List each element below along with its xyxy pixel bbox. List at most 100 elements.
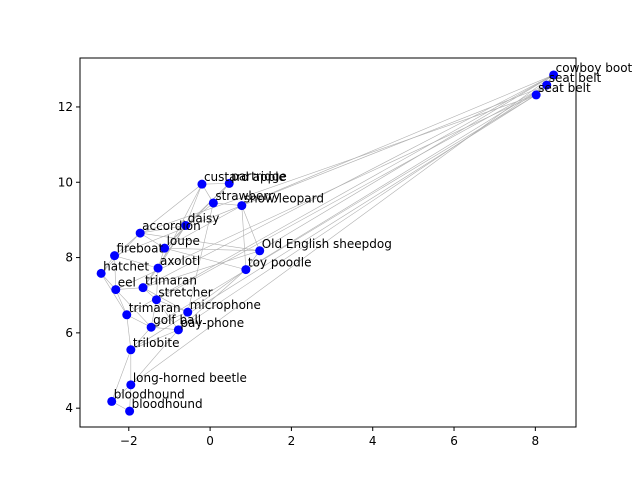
data-point <box>173 325 183 335</box>
data-point <box>160 243 170 253</box>
data-point <box>135 228 145 238</box>
y-tick-label: 6 <box>65 326 73 340</box>
point-label: eel <box>118 276 136 290</box>
data-point <box>153 263 163 273</box>
point-label: custard apple <box>204 170 286 184</box>
edge-line <box>150 299 157 328</box>
edge-line <box>115 289 152 328</box>
edges-layer <box>100 74 554 412</box>
edge-line <box>139 183 203 234</box>
y-tick-label: 12 <box>58 100 73 114</box>
data-point <box>125 406 135 416</box>
data-point <box>531 90 541 100</box>
edge-line <box>151 311 188 328</box>
point-label: long-horned beetle <box>133 371 247 385</box>
point-label: stretcher <box>158 286 212 300</box>
edge-line <box>185 184 203 226</box>
edge-line <box>164 247 260 252</box>
point-label: trimaran <box>145 274 197 288</box>
edge-line <box>164 225 186 249</box>
data-point <box>126 380 136 390</box>
edge-line <box>142 74 554 288</box>
y-tick-label: 10 <box>58 175 73 189</box>
edge-line <box>156 299 188 313</box>
data-point <box>151 295 161 305</box>
edge-line <box>259 74 554 252</box>
point-label: hatchet <box>103 259 149 273</box>
edge-line <box>178 269 247 331</box>
point-label: fireboat <box>117 242 164 256</box>
edge-line <box>114 255 117 290</box>
data-point <box>237 201 247 211</box>
point-label: pay-phone <box>180 316 244 330</box>
edge-line <box>115 94 537 290</box>
edge-line <box>164 247 246 270</box>
edge-line <box>130 327 152 351</box>
edge-line <box>245 84 547 270</box>
point-label: bloodhound <box>114 387 185 401</box>
x-tick-label: 4 <box>369 434 377 448</box>
point-label: axolotl <box>160 254 200 268</box>
edge-line <box>115 289 128 315</box>
edge-line <box>126 314 132 350</box>
points-layer <box>96 70 559 416</box>
data-point <box>549 70 559 80</box>
data-point <box>208 198 218 208</box>
point-label: loupe <box>167 234 200 248</box>
edge-line <box>130 94 537 351</box>
edge-line <box>140 94 537 234</box>
edge-line <box>164 183 230 249</box>
y-axis-ticks: 4 6 8 10 12 <box>58 100 80 415</box>
x-tick-label: 2 <box>288 434 296 448</box>
edge-line <box>187 269 247 313</box>
edge-line <box>126 74 554 316</box>
edge-line <box>201 183 230 185</box>
data-point <box>107 396 117 406</box>
edge-line <box>111 349 132 402</box>
plot-frame <box>79 57 577 428</box>
point-label: strawberry <box>215 189 280 203</box>
edge-line <box>156 299 179 331</box>
point-label: trimaran <box>129 301 181 315</box>
point-label: cowboy boot <box>556 61 633 75</box>
edge-line <box>185 202 214 226</box>
x-tick-label: 8 <box>532 434 540 448</box>
point-label: accordion <box>142 219 201 233</box>
x-tick-label: −2 <box>120 434 138 448</box>
x-tick-label: 0 <box>206 434 214 448</box>
data-point <box>241 265 251 275</box>
edge-line <box>157 183 203 269</box>
data-point <box>96 268 106 278</box>
point-label: bloodhound <box>132 397 203 411</box>
edge-line <box>241 205 260 251</box>
point-label: daisy <box>188 212 220 226</box>
data-point <box>197 179 207 189</box>
data-point <box>111 285 121 295</box>
point-label: Old English sheepdog <box>262 237 392 251</box>
edge-line <box>164 205 242 249</box>
edge-line <box>150 94 537 328</box>
edge-line <box>100 273 128 315</box>
edge-line <box>140 225 186 234</box>
edge-line <box>156 268 159 300</box>
edge-line <box>241 74 554 206</box>
data-point <box>122 310 132 320</box>
edge-line <box>241 205 247 270</box>
data-point <box>255 246 265 256</box>
y-tick-label: 8 <box>65 251 73 265</box>
edge-line <box>100 232 141 274</box>
edge-line <box>140 232 165 249</box>
data-point <box>138 283 148 293</box>
data-point <box>181 221 191 231</box>
data-point <box>126 345 136 355</box>
y-tick-label: 4 <box>65 401 73 415</box>
edge-line <box>142 287 188 313</box>
edge-line <box>126 314 152 328</box>
point-label: partridge <box>231 169 286 183</box>
data-point <box>110 251 120 261</box>
edge-line <box>130 329 179 386</box>
point-label: golf ball <box>153 313 201 327</box>
point-label: microphone <box>190 298 261 312</box>
edge-line <box>151 326 179 331</box>
